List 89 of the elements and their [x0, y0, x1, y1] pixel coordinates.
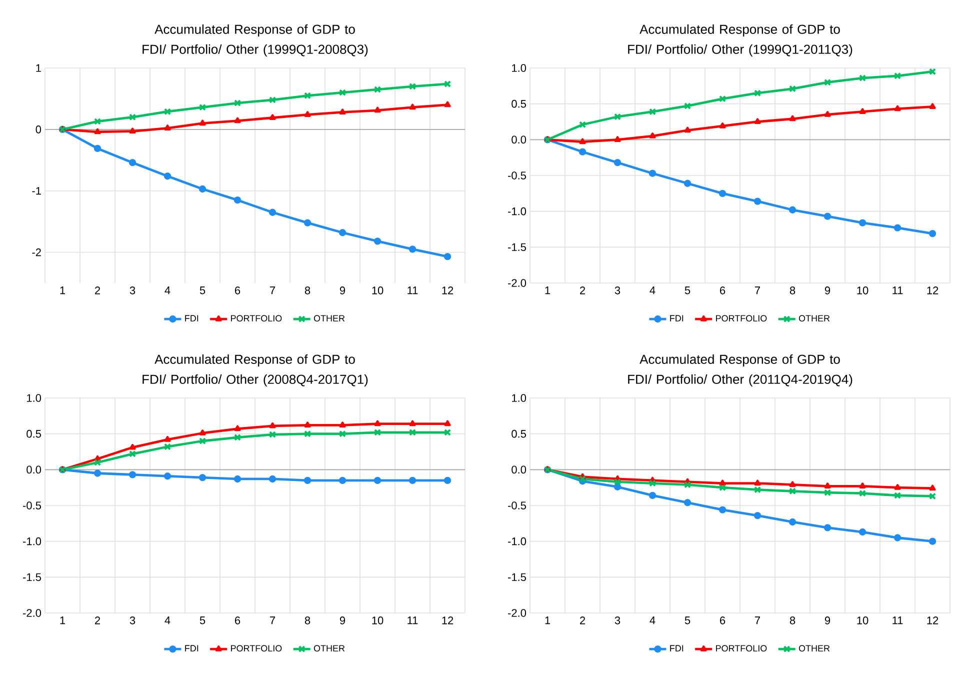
- y-tick-label: -2.0: [508, 609, 526, 617]
- x-tick-label: 8: [304, 286, 310, 294]
- x-tick-label: 12: [927, 286, 938, 294]
- y-tick-label: 0: [36, 126, 42, 134]
- x-tick-label: 3: [614, 616, 620, 624]
- y-tick-label: -1.0: [508, 537, 526, 546]
- x-tick-label: 6: [235, 616, 240, 624]
- y-tick-label: 0.0: [512, 466, 526, 474]
- legend-label: FDI: [670, 645, 684, 652]
- x-tick-label: 11: [408, 286, 418, 294]
- x-tick-label: 8: [304, 616, 310, 624]
- legend-label: OTHER: [314, 315, 345, 322]
- x-tick-label: 1: [60, 286, 66, 294]
- legend-label: FDI: [185, 645, 198, 652]
- y-tick-label: -1.0: [22, 537, 42, 546]
- legend-label: FDI: [185, 315, 198, 322]
- x-tick-label: 1: [60, 616, 66, 624]
- y-tick-label: 0.0: [512, 136, 526, 144]
- legend-label: OTHER: [314, 645, 345, 652]
- y-tick-label: -1.5: [508, 573, 526, 582]
- x-tick-label: 6: [235, 286, 240, 294]
- y-tick-label: 1.0: [512, 64, 526, 72]
- x-tick-label: 5: [200, 616, 206, 624]
- y-tick-label: -2.0: [508, 279, 526, 287]
- x-tick-label: 7: [755, 286, 760, 294]
- chart-title: Accumulated Response of GDP to FDI/ Portfolio/ Other (2011Q4-2019Q4): [628, 354, 852, 386]
- x-tick-label: 8: [790, 286, 796, 294]
- x-tick-label: 7: [755, 616, 760, 624]
- x-tick-label: 9: [340, 286, 346, 294]
- x-tick-label: 9: [824, 286, 830, 294]
- x-tick-label: 4: [164, 616, 170, 624]
- x-tick-label: 2: [580, 286, 586, 294]
- y-tick-label: 1.0: [512, 394, 526, 402]
- x-tick-label: 7: [270, 616, 276, 624]
- legend-label: PORTFOLIO: [231, 315, 282, 322]
- y-tick-label: -1: [32, 187, 41, 195]
- legend-label: OTHER: [798, 315, 830, 322]
- x-tick-label: 4: [650, 616, 656, 624]
- y-tick-label: -0.5: [508, 502, 526, 510]
- x-tick-label: 12: [442, 616, 454, 624]
- x-tick-label: 10: [372, 616, 384, 624]
- x-tick-label: 10: [857, 286, 868, 294]
- y-tick-label: 0.5: [512, 430, 526, 438]
- legend-label: PORTFOLIO: [231, 645, 282, 652]
- x-tick-label: 12: [927, 616, 938, 624]
- y-tick-label: -1.5: [22, 573, 42, 582]
- legend-label: PORTFOLIO: [716, 315, 767, 322]
- x-tick-label: 10: [372, 286, 384, 294]
- x-tick-label: 2: [94, 286, 100, 294]
- legend-label: FDI: [670, 315, 684, 322]
- x-tick-label: 4: [650, 286, 656, 294]
- x-tick-label: 11: [892, 286, 903, 294]
- x-tick-label: 9: [824, 616, 830, 624]
- x-tick-label: 11: [892, 616, 903, 624]
- y-tick-label: -0.5: [22, 502, 42, 510]
- x-tick-label: 3: [130, 286, 136, 294]
- legend-label: OTHER: [798, 645, 830, 652]
- x-tick-label: 7: [270, 286, 276, 294]
- x-tick-label: 2: [580, 616, 586, 624]
- y-tick-label: 0.5: [26, 430, 42, 438]
- chart-title: Accumulated Response of GDP to FDI/ Portfolio/ Other (1999Q1-2008Q3): [142, 24, 368, 56]
- x-tick-label: 1: [545, 616, 550, 624]
- x-tick-label: 5: [684, 616, 690, 624]
- x-tick-label: 5: [684, 286, 690, 294]
- x-tick-label: 6: [720, 286, 726, 294]
- y-tick-label: 1.0: [27, 394, 42, 402]
- x-tick-label: 2: [94, 616, 100, 624]
- legend-label: PORTFOLIO: [716, 645, 767, 652]
- x-tick-label: 3: [130, 616, 136, 624]
- x-tick-label: 12: [442, 286, 454, 294]
- x-tick-label: 1: [545, 286, 550, 294]
- y-tick-label: -1.0: [508, 207, 526, 216]
- x-tick-label: 9: [340, 616, 346, 624]
- y-tick-label: 0.0: [26, 466, 42, 474]
- x-tick-label: 4: [164, 286, 170, 294]
- x-tick-label: 3: [614, 286, 620, 294]
- x-tick-label: 6: [720, 616, 726, 624]
- x-tick-label: 8: [790, 616, 796, 624]
- y-tick-label: -2.0: [22, 609, 42, 617]
- chart-title: Accumulated Response of GDP to FDI/ Portfolio/ Other (1999Q1-2011Q3): [628, 24, 852, 56]
- x-tick-label: 11: [408, 616, 418, 624]
- y-tick-label: -1.5: [508, 243, 526, 251]
- y-tick-label: -0.5: [508, 172, 526, 180]
- x-tick-label: 10: [857, 616, 868, 624]
- y-tick-label: 0.5: [512, 100, 526, 108]
- y-tick-label: -2: [32, 248, 41, 256]
- y-tick-label: 1: [36, 64, 41, 72]
- x-tick-label: 5: [200, 286, 206, 294]
- chart-title: Accumulated Response of GDP to FDI/ Portfolio/ Other (2008Q4-2017Q1): [142, 354, 368, 386]
